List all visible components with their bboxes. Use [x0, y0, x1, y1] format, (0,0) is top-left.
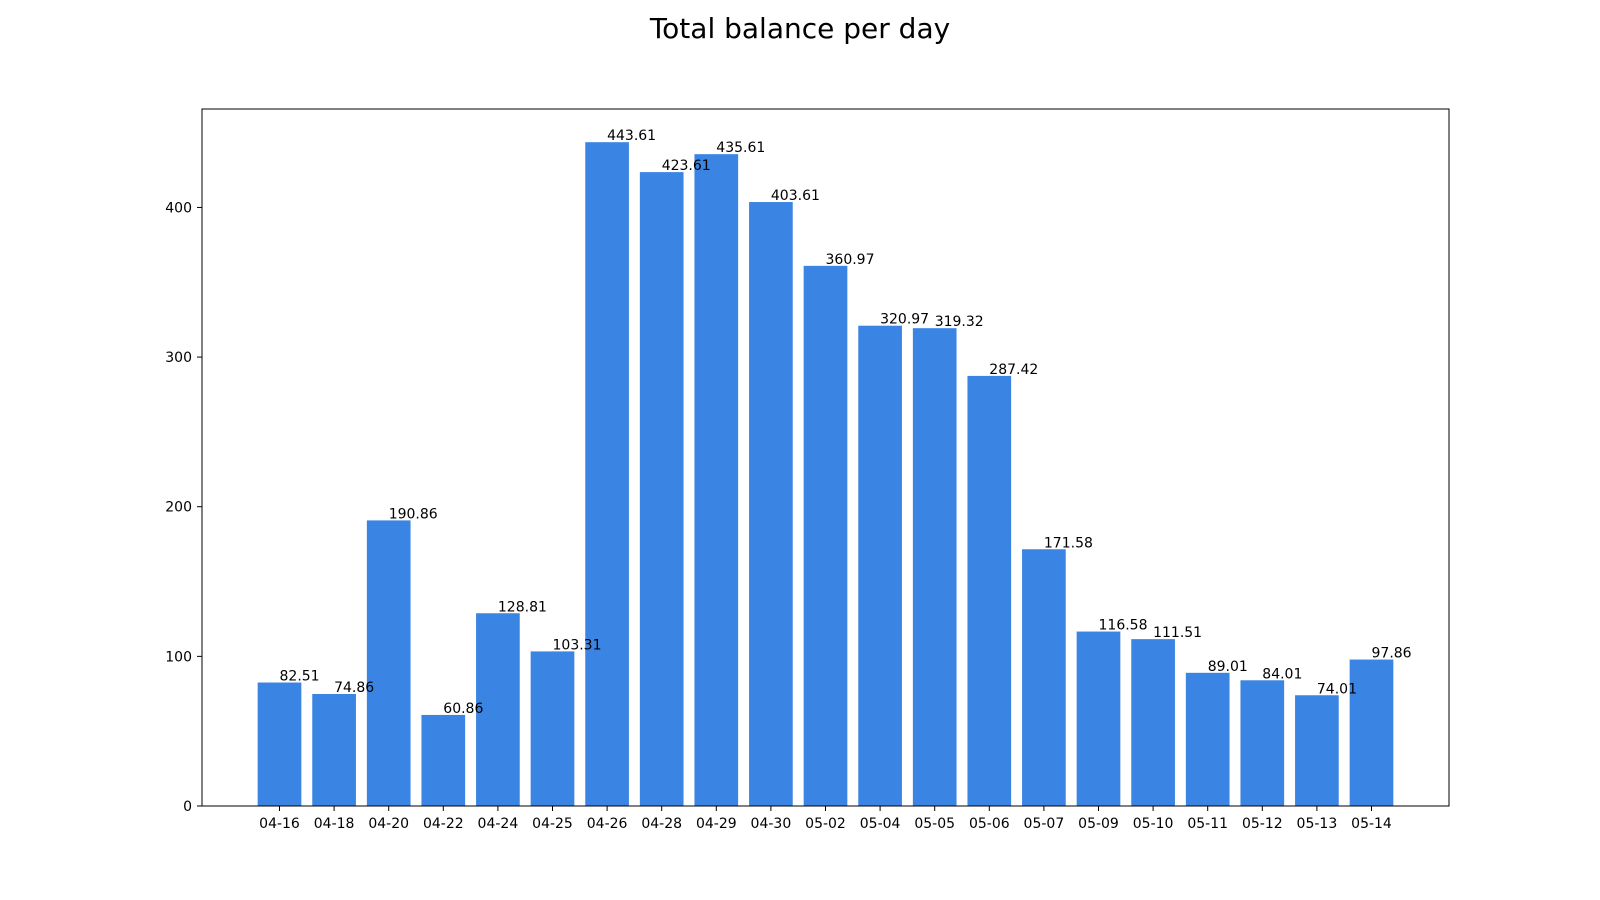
bars-layer: [257, 142, 1394, 807]
data-label-04-28: 423.61: [662, 158, 711, 174]
x-axis: 04-16 04-18 04-20 04-22 04-24 04-25 04-26 04-28…: [259, 806, 1392, 832]
data-label-04-22: 60.86: [443, 701, 483, 717]
data-label-05-13: 74.01: [1317, 681, 1357, 697]
x-tick-label: 04-26: [587, 816, 628, 832]
data-label-05-09: 116.58: [1099, 618, 1148, 634]
data-label-05-06: 287.42: [989, 362, 1038, 378]
x-tick-label: 04-16: [259, 816, 300, 832]
x-tick-label: 05-05: [914, 816, 955, 832]
x-tick-label: 04-20: [368, 816, 409, 832]
data-label-04-26: 443.61: [607, 128, 656, 144]
bar-05-11: [1185, 672, 1230, 806]
data-label-05-02: 360.97: [826, 252, 875, 268]
y-axis: 0 100 200 300 400: [165, 200, 202, 815]
data-label-04-20: 190.86: [389, 506, 438, 522]
bar-05-13: [1295, 695, 1339, 806]
data-label-05-07: 171.58: [1044, 535, 1093, 551]
bar-05-14: [1349, 659, 1394, 806]
bar-04-16: [257, 682, 302, 806]
y-tick-label: 0: [183, 799, 192, 815]
x-tick-label: 05-11: [1187, 816, 1228, 832]
data-label-04-29: 435.61: [716, 140, 765, 156]
data-labels-layer: 82.51 74.86 190.86 60.86 128.81 103.31 443.61 4…: [280, 128, 1412, 717]
x-tick-label: 04-18: [314, 816, 355, 832]
x-tick-label: 05-04: [860, 816, 901, 832]
bar-04-25: [530, 651, 575, 806]
plot-frame: [201, 108, 1450, 807]
bar-05-10: [1131, 639, 1175, 806]
x-tick-label: 05-06: [969, 816, 1010, 832]
bar-05-05: [912, 328, 957, 806]
x-tick-label: 05-14: [1351, 816, 1392, 832]
bar-05-06: [967, 375, 1012, 806]
y-tick-label: 200: [165, 500, 192, 516]
y-tick-label: 100: [165, 649, 192, 665]
x-tick-label: 04-22: [423, 816, 464, 832]
x-tick-label: 04-29: [696, 816, 737, 832]
bar-05-12: [1240, 680, 1285, 806]
x-tick-label: 05-02: [805, 816, 846, 832]
x-tick-label: 04-30: [751, 816, 792, 832]
data-label-04-24: 128.81: [498, 599, 547, 615]
x-tick-label: 04-28: [641, 816, 682, 832]
x-tick-label: 05-09: [1078, 816, 1119, 832]
bar-04-26: [585, 142, 629, 806]
bar-05-09: [1076, 631, 1121, 806]
x-tick-label: 05-10: [1133, 816, 1174, 832]
bar-04-28: [639, 172, 684, 806]
bar-05-04: [858, 325, 902, 806]
data-label-04-18: 74.86: [334, 680, 374, 696]
data-label-04-30: 403.61: [771, 188, 820, 204]
bar-04-29: [694, 154, 739, 806]
data-label-04-16: 82.51: [280, 669, 320, 685]
chart-title: Total balance per day: [649, 12, 951, 45]
bar-04-22: [421, 714, 466, 806]
data-label-05-05: 319.32: [935, 314, 984, 330]
data-label-05-14: 97.86: [1372, 646, 1412, 662]
bar-05-02: [803, 265, 848, 807]
x-tick-label: 05-12: [1242, 816, 1283, 832]
x-tick-label: 05-13: [1297, 816, 1338, 832]
bar-04-18: [312, 693, 356, 806]
y-tick-label: 400: [165, 200, 192, 216]
bar-04-20: [366, 520, 411, 806]
bar-05-07: [1022, 549, 1066, 806]
x-tick-label: 04-24: [478, 816, 519, 832]
data-label-05-11: 89.01: [1208, 659, 1248, 675]
data-label-04-25: 103.31: [553, 637, 602, 653]
bar-04-30: [749, 202, 793, 807]
y-tick-label: 300: [165, 350, 192, 366]
bar-04-24: [476, 613, 520, 806]
x-tick-label: 04-25: [532, 816, 573, 832]
data-label-05-04: 320.97: [880, 312, 929, 328]
data-label-05-12: 84.01: [1262, 666, 1302, 682]
data-label-05-10: 111.51: [1153, 625, 1202, 641]
x-tick-label: 05-07: [1024, 816, 1065, 832]
